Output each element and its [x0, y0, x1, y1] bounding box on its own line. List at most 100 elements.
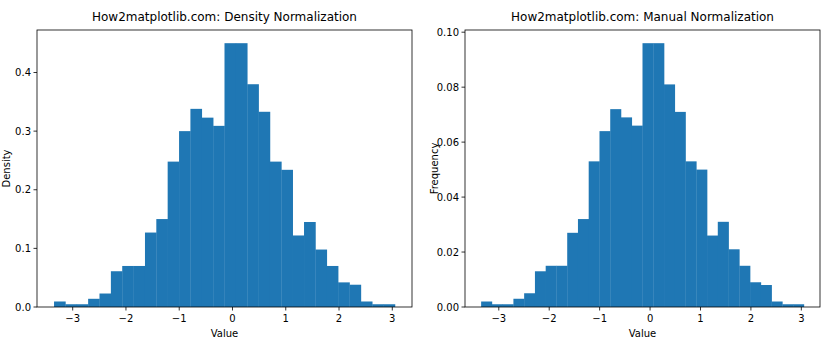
x-tick — [285, 307, 286, 311]
bar — [156, 219, 168, 307]
bar — [225, 43, 237, 307]
bar — [524, 293, 535, 307]
y-tick — [34, 189, 38, 190]
bar — [190, 109, 202, 307]
bar — [259, 112, 271, 307]
y-tick — [34, 307, 38, 308]
y-tick-label: 0.3 — [15, 126, 31, 137]
bar — [293, 235, 305, 307]
bar — [350, 285, 362, 307]
bar — [270, 162, 282, 307]
y-tick-label: 0.02 — [437, 247, 459, 258]
bar — [782, 304, 793, 307]
bars — [481, 43, 804, 307]
bars — [54, 43, 395, 307]
y-tick — [34, 248, 38, 249]
chart: −3−2−101230.000.020.040.060.080.10How2ma… — [429, 10, 820, 339]
bar — [327, 266, 339, 307]
y-tick — [462, 32, 466, 33]
y-tick-label: 0.4 — [15, 67, 31, 78]
y-tick — [34, 131, 38, 132]
x-tick-label: −3 — [65, 313, 80, 324]
x-tick-label: 1 — [697, 313, 703, 324]
y-tick-label: 0.06 — [437, 137, 459, 148]
bar — [77, 304, 89, 307]
x-tick-label: −2 — [119, 313, 134, 324]
title: How2matplotlib.com: Density Normalizatio… — [92, 10, 357, 24]
bar — [247, 84, 259, 307]
bar — [281, 170, 293, 307]
bar — [88, 299, 100, 307]
bar — [236, 43, 248, 307]
x-tick-label: 0 — [647, 313, 653, 324]
y-tick-label: 0.00 — [437, 302, 459, 313]
axes-frame — [465, 30, 820, 307]
bar — [643, 43, 654, 307]
bar — [513, 299, 524, 307]
figure: −3−2−101230.00.10.20.30.4How2matplotlib.… — [0, 0, 840, 350]
x-tick-label: 1 — [283, 313, 289, 324]
bar — [134, 266, 146, 307]
y-tick-label: 0.2 — [15, 184, 31, 195]
x-tick-label: −1 — [592, 313, 607, 324]
x-tick — [498, 307, 499, 311]
x-tick-label: −2 — [542, 313, 557, 324]
y-tick-label: 0.08 — [437, 82, 459, 93]
y-axis-label: Density — [1, 149, 12, 187]
bar — [761, 285, 772, 307]
x-tick — [801, 307, 802, 311]
bar — [168, 162, 180, 307]
bar — [304, 222, 316, 307]
bar — [675, 112, 686, 307]
bar — [793, 304, 804, 307]
x-tick-label: 2 — [336, 313, 342, 324]
y-tick — [462, 197, 466, 198]
bar — [111, 271, 123, 307]
bar — [632, 126, 643, 307]
bar — [481, 302, 492, 307]
x-tick — [392, 307, 393, 311]
bar — [122, 266, 134, 307]
bar — [599, 131, 610, 307]
bar — [729, 249, 740, 307]
x-tick-label: 0 — [229, 313, 235, 324]
bar — [145, 233, 157, 307]
x-tick — [125, 307, 126, 311]
bar — [213, 126, 225, 307]
bar — [503, 304, 514, 307]
bar — [535, 271, 546, 307]
y-axis-label: Frequency — [429, 143, 440, 195]
y-tick — [462, 252, 466, 253]
bar — [696, 170, 707, 307]
x-axis-label: Value — [629, 328, 656, 339]
y-tick — [462, 142, 466, 143]
x-tick — [549, 307, 550, 311]
x-axis-label: Value — [211, 328, 238, 339]
bar — [361, 301, 373, 307]
bar — [492, 304, 503, 307]
x-tick — [750, 307, 751, 311]
x-tick — [700, 307, 701, 311]
bar — [653, 43, 664, 307]
bar — [372, 304, 384, 307]
y-tick-label: 0.10 — [437, 27, 459, 38]
chart: −3−2−101230.00.10.20.30.4How2matplotlib.… — [1, 10, 412, 339]
y-tick — [34, 72, 38, 73]
bar — [556, 266, 567, 307]
bar — [202, 118, 214, 307]
bar — [54, 301, 66, 307]
bar — [384, 304, 396, 307]
bar — [739, 266, 750, 307]
x-tick-label: −3 — [491, 313, 506, 324]
bar — [315, 250, 327, 307]
bar — [718, 222, 729, 307]
bar — [567, 233, 578, 307]
x-tick — [72, 307, 73, 311]
bar — [99, 294, 111, 307]
bar — [546, 266, 557, 307]
y-tick-label: 0.1 — [15, 243, 31, 254]
x-tick-label: 2 — [748, 313, 754, 324]
x-tick-label: −1 — [172, 313, 187, 324]
x-tick-label: 3 — [389, 313, 395, 324]
y-tick-label: 0.04 — [437, 192, 459, 203]
